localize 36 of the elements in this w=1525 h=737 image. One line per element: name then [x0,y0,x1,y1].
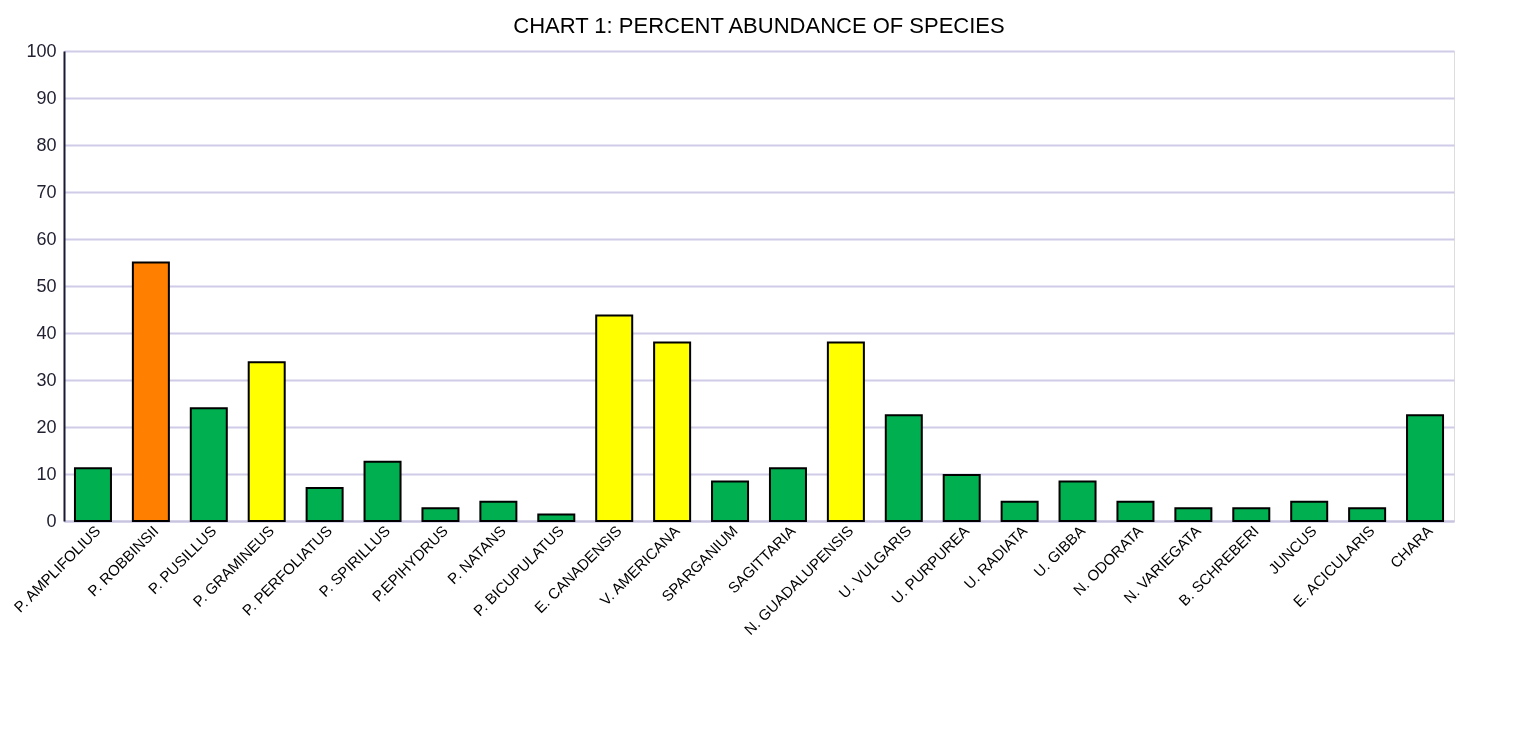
y-tick-label: 0 [46,510,57,531]
bar [1116,500,1155,522]
bar [247,361,286,522]
bar [826,341,865,522]
bar [189,407,228,522]
bar [479,500,518,522]
y-tick-label: 80 [36,134,57,155]
bar [421,507,460,522]
bar [305,487,344,522]
bar [1232,507,1271,522]
y-tick-label: 90 [36,87,57,108]
bar [884,414,923,522]
bar [1000,500,1039,522]
y-tick-label: 60 [36,228,57,249]
bar [1290,500,1329,522]
bar [537,513,576,522]
bar [131,261,170,522]
bar [1058,480,1097,522]
y-tick-label: 20 [36,416,57,437]
bar [942,473,981,522]
y-tick-label: 30 [36,369,57,390]
bar [768,467,807,522]
bar [1174,507,1213,522]
y-tick-label: 70 [36,181,57,202]
y-tick-label: 40 [36,322,57,343]
y-tick-label: 100 [26,40,57,61]
bar [595,314,634,522]
bar [363,460,402,522]
bar [1348,507,1387,522]
bar [1406,414,1445,522]
y-tick-label: 10 [36,463,57,484]
chart-title: CHART 1: PERCENT ABUNDANCE OF SPECIES [513,13,1005,38]
y-tick-label: 50 [36,275,57,296]
bar [711,480,750,522]
bar [73,467,112,522]
bar [653,341,692,522]
